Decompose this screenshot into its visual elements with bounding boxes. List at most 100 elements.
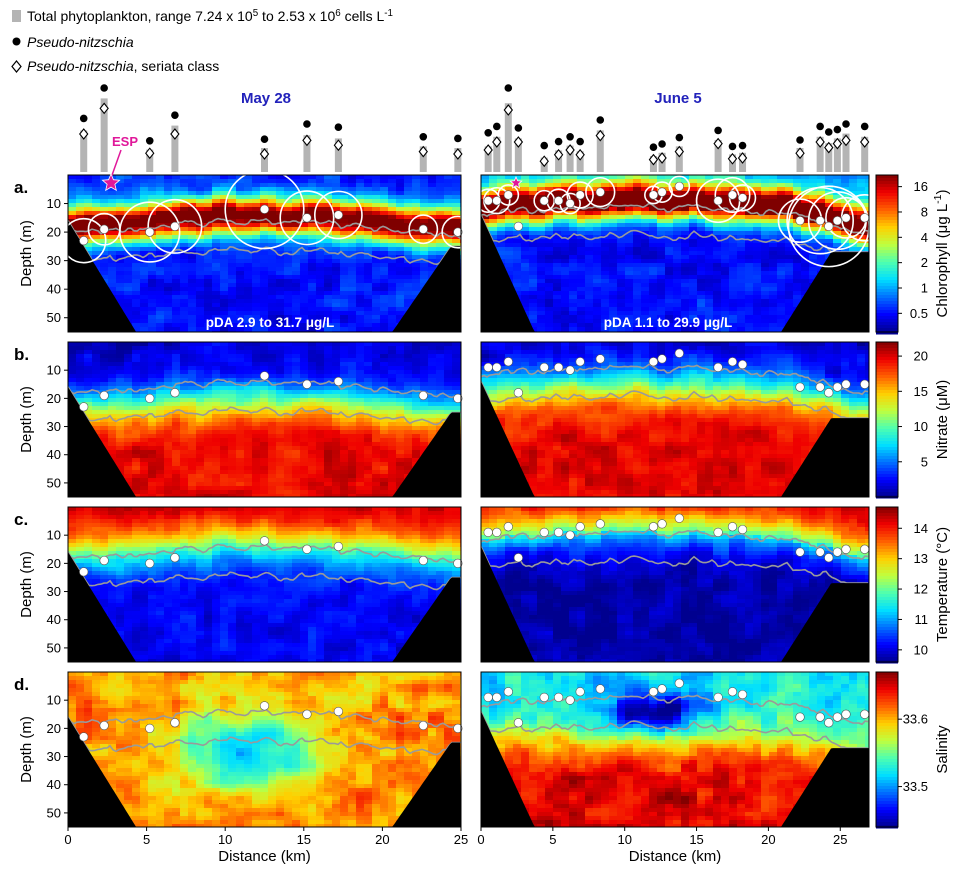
heat-cell xyxy=(148,478,157,483)
heat-cell xyxy=(180,358,189,363)
heat-cell xyxy=(300,307,309,312)
heat-cell xyxy=(140,307,149,312)
heat-cell xyxy=(436,211,445,216)
heat-cell xyxy=(657,219,666,224)
heat-cell xyxy=(156,490,165,495)
heat-cell xyxy=(537,215,546,220)
heat-cell xyxy=(428,251,437,256)
heat-cell xyxy=(601,227,610,232)
heat-cell xyxy=(108,263,117,268)
heat-cell xyxy=(388,251,397,256)
heat-cell xyxy=(737,319,746,324)
heat-cell xyxy=(372,187,381,192)
pda-circle xyxy=(147,198,203,254)
heat-cell xyxy=(497,191,506,196)
heat-cell xyxy=(204,346,213,351)
heat-cell xyxy=(132,259,141,264)
heat-cell xyxy=(236,195,245,200)
heat-cell xyxy=(148,470,157,475)
heat-cell xyxy=(228,315,237,320)
heat-cell xyxy=(212,386,221,391)
heat-cell xyxy=(252,215,261,220)
heat-cell xyxy=(236,374,245,379)
heat-cell xyxy=(188,323,197,328)
heat-cell xyxy=(148,299,157,304)
heat-cell xyxy=(332,183,341,188)
heat-cell xyxy=(260,259,269,264)
heat-cell xyxy=(713,311,722,316)
heat-cell xyxy=(172,350,181,355)
heat-cell xyxy=(617,295,626,300)
heat-cell xyxy=(156,271,165,276)
heat-cell xyxy=(665,195,674,200)
heat-cell xyxy=(244,291,253,296)
heat-cell xyxy=(236,342,245,347)
heat-cell xyxy=(132,287,141,292)
heat-cell xyxy=(212,195,221,200)
heat-cell xyxy=(108,239,117,244)
heat-cell xyxy=(92,175,101,180)
heat-cell xyxy=(705,223,714,228)
heat-cell xyxy=(380,207,389,212)
heat-cell xyxy=(148,450,157,455)
heat-cell xyxy=(553,327,562,332)
heat-cell xyxy=(164,462,173,467)
heat-cell xyxy=(172,494,181,497)
pda-circle xyxy=(279,190,335,246)
heat-cell xyxy=(553,207,562,212)
heat-cell xyxy=(705,315,714,320)
heat-cell xyxy=(268,303,277,308)
heat-cell xyxy=(252,311,261,316)
heat-cell xyxy=(833,227,842,232)
heat-cell xyxy=(244,327,253,332)
heat-cell xyxy=(284,267,293,272)
heat-cell xyxy=(244,255,253,260)
heat-cell xyxy=(84,219,93,224)
heat-cell xyxy=(148,191,157,196)
heat-cell xyxy=(380,203,389,208)
heat-cell xyxy=(204,374,213,379)
heat-cell xyxy=(657,231,666,236)
heat-cell xyxy=(340,271,349,276)
heat-cell xyxy=(92,183,101,188)
heat-cell xyxy=(212,227,221,232)
heat-cell xyxy=(204,323,213,328)
heat-cell xyxy=(308,187,317,192)
superscript: -1 xyxy=(384,8,393,19)
heat-cell xyxy=(348,247,357,252)
heat-cell xyxy=(108,267,117,272)
heat-cell xyxy=(92,398,101,403)
heat-cell xyxy=(681,319,690,324)
heat-cell xyxy=(332,187,341,192)
seriata-diamond xyxy=(737,152,748,164)
heat-cell xyxy=(521,243,530,248)
heat-cell xyxy=(196,219,205,224)
heat-cell xyxy=(116,287,125,292)
heat-cell xyxy=(100,422,109,427)
heat-cell xyxy=(132,458,141,463)
heat-cell xyxy=(585,255,594,260)
heat-cell xyxy=(164,402,173,407)
heat-cell xyxy=(388,287,397,292)
heat-cell xyxy=(172,199,181,204)
heat-cell xyxy=(657,287,666,292)
heat-cell xyxy=(697,219,706,224)
heat-cell xyxy=(348,227,357,232)
heat-cell xyxy=(316,307,325,312)
heat-cell xyxy=(164,442,173,447)
heat-cell xyxy=(577,307,586,312)
heat-cell xyxy=(180,370,189,375)
heatmap-a-may-28 xyxy=(67,174,463,333)
heat-cell xyxy=(697,267,706,272)
heat-cell xyxy=(785,255,794,260)
heat-cell xyxy=(697,187,706,192)
heat-cell xyxy=(497,219,506,224)
heat-cell xyxy=(420,187,429,192)
heat-cell xyxy=(585,187,594,192)
heat-cell xyxy=(292,243,301,248)
heat-cell xyxy=(649,283,658,288)
heat-cell xyxy=(132,394,141,399)
heat-cell xyxy=(537,207,546,212)
heat-cell xyxy=(364,235,373,240)
heat-cell xyxy=(380,215,389,220)
